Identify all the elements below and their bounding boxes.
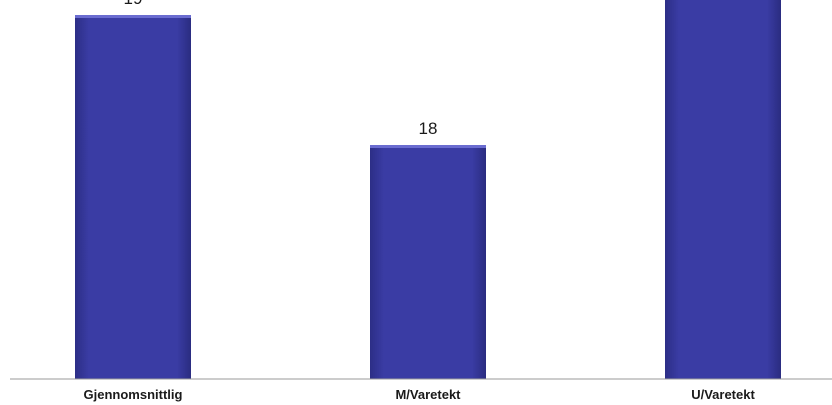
category-tick-label: M/Varetekt: [395, 387, 461, 402]
category-tick-label: U/Varetekt: [691, 387, 755, 402]
labels-group: 19Gjennomsnittlig18M/Varetekt20U/Varetek…: [84, 0, 756, 402]
bar-top-highlight: [75, 15, 191, 18]
bar-gjennomsnittlig: [75, 15, 191, 379]
data-label: 19: [124, 0, 143, 8]
bar-top-highlight: [370, 145, 486, 148]
data-label: 18: [419, 119, 438, 138]
bars-group: [75, 0, 781, 379]
bar-m-varetekt: [370, 145, 486, 379]
category-tick-label: Gjennomsnittlig: [84, 387, 183, 402]
bar-u-varetekt: [665, 0, 781, 379]
